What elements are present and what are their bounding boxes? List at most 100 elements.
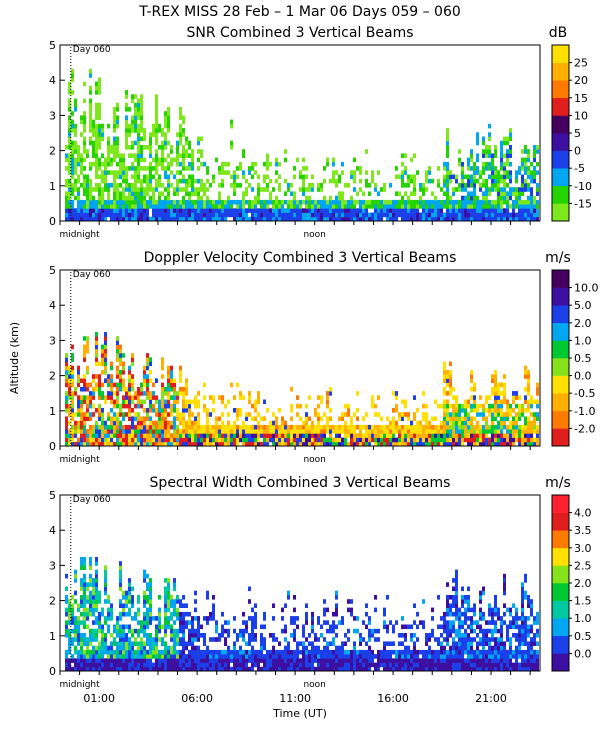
echo-cell xyxy=(125,107,128,112)
echo-cell xyxy=(254,616,257,621)
echo-cell xyxy=(431,433,434,438)
echo-cell xyxy=(71,73,74,78)
echo-cell xyxy=(128,607,131,613)
echo-cell xyxy=(119,348,122,354)
echo-cell xyxy=(281,416,284,421)
echo-cell xyxy=(524,166,527,171)
echo-cell xyxy=(431,654,434,659)
echo-cell xyxy=(83,590,86,596)
echo-cell xyxy=(230,174,233,180)
echo-cell xyxy=(80,157,83,163)
colorbar-label: -1.0 xyxy=(574,405,595,418)
echo-cell xyxy=(95,620,98,625)
echo-cell xyxy=(191,649,194,655)
echo-cell xyxy=(389,654,392,659)
echo-cell xyxy=(80,561,83,566)
echo-cell xyxy=(113,153,116,158)
echo-cell xyxy=(317,204,320,209)
echo-cell xyxy=(101,212,104,218)
echo-cell xyxy=(71,641,74,646)
echo-cell xyxy=(386,641,389,646)
echo-cell xyxy=(128,199,131,205)
echo-cell xyxy=(65,611,68,617)
echo-cell xyxy=(104,586,107,592)
echo-cell xyxy=(272,412,275,417)
echo-cell xyxy=(215,204,218,209)
echo-cell xyxy=(95,607,98,613)
y-tick-label: 3 xyxy=(49,334,56,347)
echo-cell xyxy=(71,77,74,82)
echo-cell xyxy=(161,157,164,163)
echo-cell xyxy=(191,174,194,180)
echo-cell xyxy=(194,654,197,659)
echo-cell xyxy=(434,441,437,447)
echo-cell xyxy=(323,620,326,625)
echo-cell xyxy=(488,424,491,430)
echo-cell xyxy=(320,199,323,205)
echo-cell xyxy=(362,191,365,196)
echo-cell xyxy=(437,654,440,659)
echo-cell xyxy=(299,662,302,668)
echo-cell xyxy=(347,408,350,413)
echo-cell xyxy=(398,204,401,209)
echo-cell xyxy=(344,204,347,209)
echo-cell xyxy=(68,603,71,608)
echo-cell xyxy=(116,628,119,634)
echo-cell xyxy=(197,658,200,663)
echo-cell xyxy=(188,408,191,413)
echo-cell xyxy=(476,437,479,443)
echo-cell xyxy=(191,161,194,167)
echo-cell xyxy=(71,607,74,613)
echo-cell xyxy=(449,216,452,222)
day-marker-label: Day 060 xyxy=(73,270,111,280)
echo-cell xyxy=(416,624,419,630)
echo-cell xyxy=(221,420,224,426)
echo-cell xyxy=(482,216,485,222)
echo-cell xyxy=(107,157,110,163)
echo-cell xyxy=(149,599,152,604)
echo-cell xyxy=(347,628,350,634)
echo-cell xyxy=(341,212,344,218)
echo-cell xyxy=(377,649,380,655)
echo-cell xyxy=(317,395,320,400)
echo-cell xyxy=(452,420,455,426)
echo-cell xyxy=(134,637,137,642)
echo-cell xyxy=(299,416,302,421)
echo-cell xyxy=(80,399,83,405)
echo-cell xyxy=(131,353,134,358)
echo-cell xyxy=(365,441,368,447)
echo-cell xyxy=(422,620,425,625)
echo-cell xyxy=(176,145,179,150)
echo-cell xyxy=(398,662,401,668)
echo-cell xyxy=(467,204,470,209)
echo-cell xyxy=(515,187,518,192)
echo-cell xyxy=(143,382,146,388)
echo-cell xyxy=(206,416,209,421)
echo-cell xyxy=(494,153,497,158)
echo-cell xyxy=(92,611,95,617)
echo-cell xyxy=(80,429,83,434)
echo-cell xyxy=(224,628,227,634)
echo-cell xyxy=(317,620,320,625)
echo-cell xyxy=(119,637,122,642)
echo-cell xyxy=(257,195,260,201)
echo-cell xyxy=(80,408,83,413)
echo-cell xyxy=(242,441,245,447)
echo-cell xyxy=(356,166,359,171)
echo-cell xyxy=(482,416,485,421)
echo-cell xyxy=(257,424,260,430)
echo-cell xyxy=(386,204,389,209)
echo-cell xyxy=(266,212,269,218)
echo-cell xyxy=(122,378,125,383)
colorbar-segment xyxy=(552,150,569,169)
echo-cell xyxy=(152,391,155,396)
echo-cell xyxy=(482,204,485,209)
echo-cell xyxy=(173,191,176,196)
echo-cell xyxy=(521,403,524,409)
echo-cell xyxy=(533,170,536,175)
echo-cell xyxy=(500,437,503,443)
echo-cell xyxy=(110,633,113,638)
echo-cell xyxy=(374,216,377,222)
echo-cell xyxy=(143,365,146,371)
echo-cell xyxy=(137,645,140,651)
